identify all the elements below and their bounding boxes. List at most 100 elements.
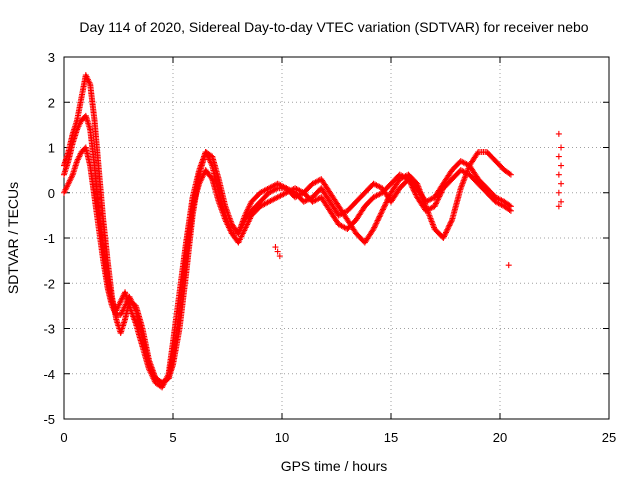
data-point-dense [307,182,314,189]
chart-title: Day 114 of 2020, Sidereal Day-to-day VTE… [79,19,588,35]
data-point-dense [385,182,392,189]
data-point-dense [350,219,357,226]
data-point-dense [448,218,455,225]
data-point-dense [432,201,439,208]
y-tick-label: 2 [48,95,55,110]
data-point-dense [432,200,439,207]
data-point-dense [446,222,453,229]
data-point-dense [333,218,340,225]
data-point-dense [145,364,152,371]
data-point-dense [121,304,128,311]
data-point-dense [86,124,93,131]
data-point [555,171,562,178]
data-point-dense [505,201,512,208]
data-point-dense [441,232,448,239]
data-point-dense [411,182,418,189]
data-point-dense [263,192,270,199]
data-point-dense [447,221,454,228]
data-point-dense [125,301,132,308]
data-point-dense [195,168,202,175]
data-point-dense [433,199,440,206]
data-point-dense [350,201,357,208]
data-point-dense [208,161,215,168]
data-point [555,153,562,160]
data-point-dense [342,214,349,221]
data-point-dense [473,173,480,180]
data-point-dense [164,372,171,379]
y-tick-label: -5 [43,412,55,427]
data-point-dense [255,192,262,199]
data-point-dense [64,159,71,166]
data-point-dense [80,115,87,122]
x-tick-label: 0 [60,430,67,445]
data-point-dense [359,192,366,199]
data-point-dense [481,182,488,189]
data-point-dense [132,319,139,326]
data-point-dense [378,209,385,216]
data-point-dense [443,228,450,235]
data-point-dense [368,196,375,203]
data-point-dense [434,197,441,204]
data-point-dense [189,195,196,202]
data-point-dense [447,169,454,176]
data-point-dense [394,173,401,180]
data-point-dense [444,226,451,233]
data-point-dense [374,217,381,224]
data-point-dense [375,214,382,221]
x-tick-label: 10 [275,430,289,445]
data-point-dense [69,141,76,148]
data-point-dense [505,169,512,176]
data-point-dense [377,212,384,219]
data-point-dense [411,188,418,195]
data-point-dense [78,96,85,103]
data-point [505,262,512,269]
data-point-dense [333,209,340,216]
data-point-dense [457,186,464,193]
data-point-dense [381,202,388,209]
x-tick-label: 25 [602,430,616,445]
data-point [555,189,562,196]
data-point-dense [376,213,383,220]
data-point [558,162,565,169]
x-tick-label: 5 [169,430,176,445]
data-point-dense [368,228,375,235]
data-point-dense [108,296,115,303]
data-point-dense [394,187,401,194]
data-point-dense [73,159,80,166]
data-point [558,144,565,151]
data-point-dense [380,205,387,212]
data-point-dense [410,187,417,194]
data-point-dense [499,164,506,171]
data-point-dense [68,173,75,180]
data-point-dense [371,223,378,230]
data-point-dense [455,169,462,176]
data-point-dense [412,191,419,198]
data-point [274,248,281,255]
data-point-dense [474,150,481,157]
data-point-dense [368,182,375,189]
data-point-dense [438,183,445,190]
data-point-dense [506,170,513,177]
data-point-dense [371,224,378,231]
data-point [555,130,562,137]
data-point-dense [325,187,332,194]
data-point-dense [381,203,388,210]
x-axis-label: GPS time / hours [281,458,388,474]
data-point-dense [443,229,450,236]
data-point [379,207,386,214]
data-point-dense [442,230,449,237]
data-point-dense [412,190,419,197]
y-tick-label: -3 [43,322,55,337]
x-tick-label: 20 [493,430,507,445]
y-axis-label: SDTVAR / TECUs [5,182,21,294]
y-tick-label: -2 [43,276,55,291]
data-point-dense [325,205,332,212]
y-tick-label: 3 [48,50,55,65]
y-tick-label: 0 [48,186,55,201]
data-point-dense [64,182,71,189]
data-point-dense [473,151,480,158]
data-point-dense [377,210,384,217]
data-point-dense [383,199,390,206]
data-point-dense [421,196,428,203]
data-point-dense [298,196,305,203]
